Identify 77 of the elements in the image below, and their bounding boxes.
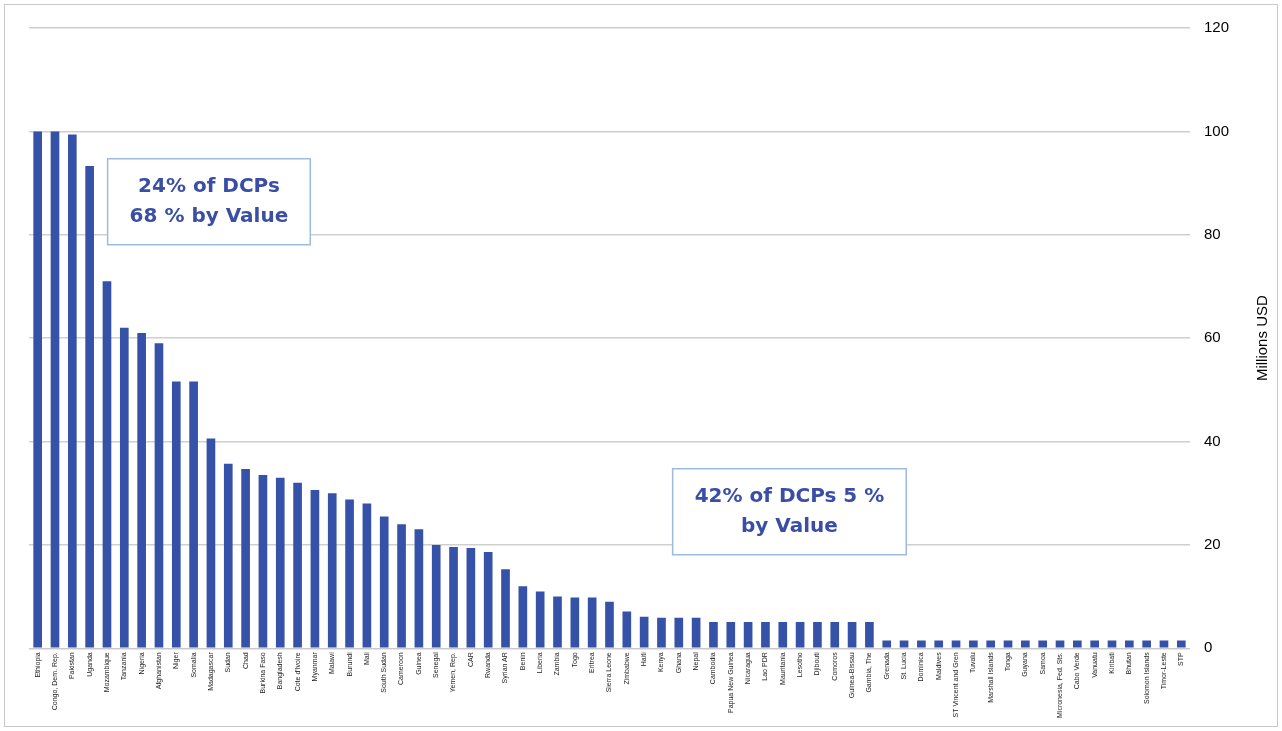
bar <box>171 381 181 648</box>
bar <box>1176 640 1186 648</box>
bar <box>206 438 216 648</box>
bar <box>85 166 94 648</box>
bar <box>657 617 666 648</box>
bar <box>501 569 510 648</box>
y-tick-label: 0 <box>1203 638 1213 656</box>
bar <box>379 516 389 648</box>
bar <box>33 131 42 648</box>
bar <box>275 477 285 648</box>
bar <box>951 640 961 648</box>
bar <box>241 468 250 648</box>
bar <box>1055 640 1065 648</box>
bar <box>570 597 580 648</box>
bar <box>223 463 233 648</box>
y-tick-label: 100 <box>1203 121 1229 139</box>
y-tick-label: 60 <box>1203 328 1221 346</box>
bar <box>397 524 406 648</box>
bar <box>137 332 146 648</box>
bar <box>1142 640 1151 648</box>
bar <box>154 343 164 648</box>
y-tick-label: 20 <box>1203 535 1221 553</box>
bar <box>1073 640 1082 648</box>
bar <box>102 281 112 648</box>
annotation: 42% of DCPs 5 % by Value <box>694 483 885 537</box>
bar <box>761 621 770 648</box>
bar <box>1021 640 1030 648</box>
bar <box>67 134 77 648</box>
bar <box>345 499 354 648</box>
bar <box>1090 640 1099 648</box>
bar <box>293 482 302 648</box>
bar <box>310 490 320 648</box>
y-tick-label: 40 <box>1203 431 1221 449</box>
bar <box>969 640 978 648</box>
bar <box>847 621 857 648</box>
bar <box>605 601 614 648</box>
bar <box>622 611 632 648</box>
bar <box>726 621 736 648</box>
bar <box>639 616 649 648</box>
bar <box>1159 640 1169 648</box>
y-tick-label: 120 <box>1203 18 1229 36</box>
bar <box>813 621 822 648</box>
bar <box>587 597 597 648</box>
bar <box>518 586 528 648</box>
bar <box>50 131 60 648</box>
bar <box>830 621 840 648</box>
annotation: 24% of DCPs 68 % by Value <box>129 172 289 227</box>
bar <box>865 621 874 648</box>
bar <box>934 640 944 648</box>
bar <box>1003 640 1013 648</box>
y-axis-title: Millions USD <box>1253 295 1271 382</box>
bar <box>882 640 892 648</box>
bar <box>119 327 129 648</box>
bar <box>362 503 372 648</box>
bar <box>986 640 996 648</box>
bar <box>189 381 198 648</box>
bar <box>1124 640 1134 648</box>
bar <box>483 552 493 648</box>
bar <box>258 475 268 648</box>
bar <box>899 640 909 648</box>
bar <box>535 591 545 648</box>
bar <box>414 529 424 648</box>
bar <box>778 621 788 648</box>
bar <box>795 621 805 648</box>
bar <box>917 640 926 648</box>
bar <box>449 546 458 648</box>
bar <box>553 596 562 648</box>
bar <box>1038 640 1048 648</box>
bar <box>674 617 684 648</box>
bar <box>466 547 476 648</box>
bar <box>1107 640 1117 648</box>
bar <box>691 617 701 648</box>
bar <box>709 621 718 648</box>
bar <box>327 493 337 648</box>
y-tick-label: 80 <box>1203 224 1221 242</box>
bar <box>431 544 441 648</box>
bar <box>743 621 753 648</box>
